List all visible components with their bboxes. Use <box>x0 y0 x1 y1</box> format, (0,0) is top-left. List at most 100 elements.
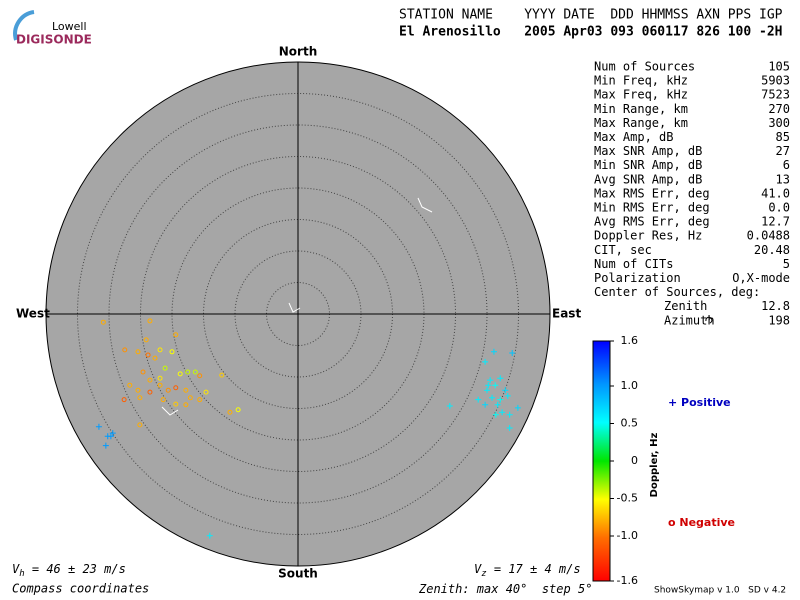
footer-zenith: Zenith: max 40° step 5° <box>418 582 592 596</box>
source-circle <box>135 349 141 355</box>
source-plus <box>206 532 213 539</box>
stat-value: 270 <box>768 102 790 116</box>
stat-label: Num of CITs <box>594 257 673 271</box>
source-circle <box>183 402 189 408</box>
source-circle <box>197 373 203 379</box>
stat-label: Polarization <box>594 271 681 285</box>
source-circle <box>147 318 153 324</box>
logo-top: Lowell <box>52 20 87 33</box>
source-plus <box>504 392 511 399</box>
stat-value: 20.48 <box>754 243 790 257</box>
source-circle <box>121 397 127 403</box>
source-plus <box>497 396 504 403</box>
stat-label: Azimuth <box>664 313 715 327</box>
source-circle <box>183 387 189 393</box>
compass-label: North <box>279 45 317 59</box>
header-line: STATION NAME YYYY DATE DDD HHMMSS AXN PP… <box>399 8 783 23</box>
stat-heading: Center of Sources, deg: <box>594 285 760 299</box>
colorbar-ticks: 1.6 1.0 0.5 0 -0.5 -1.0 -1.6 <box>610 334 638 587</box>
stat-label: Zenith <box>664 299 707 313</box>
stat-value: 0.0 <box>768 201 790 215</box>
stat-value: 13 <box>776 172 790 186</box>
azimuth-icon <box>705 316 713 324</box>
stat-value: 0.0488 <box>747 229 790 243</box>
source-plus <box>95 423 102 430</box>
stat-value: 5 <box>783 257 790 271</box>
source-plus <box>487 377 494 384</box>
source-plus <box>490 348 497 355</box>
compass-label: East <box>552 307 581 321</box>
stat-label: Max RMS Err, deg <box>594 186 710 200</box>
source-plus <box>506 411 513 418</box>
source-circle <box>219 372 225 378</box>
source-circle <box>157 382 163 388</box>
stat-value: O,X-mode <box>732 271 790 285</box>
stat-label: Min RMS Err, deg <box>594 201 710 215</box>
source-plus <box>502 387 509 394</box>
colorbar-tick-label: 1.0 <box>621 379 639 392</box>
colorbar-tick-label: 0 <box>631 454 638 467</box>
source-circle <box>177 371 183 377</box>
colorbar-tick-label: -1.0 <box>617 529 638 542</box>
source-circle <box>147 377 153 383</box>
stat-label: Min Freq, kHz <box>594 74 688 88</box>
stat-value: 6 <box>783 158 790 172</box>
source-plus <box>514 404 521 411</box>
stat-label: CIT, sec <box>594 243 652 257</box>
legend-negative: o Negative <box>668 516 735 529</box>
velocity-arrow <box>161 406 179 416</box>
source-plus <box>109 430 116 437</box>
source-circle <box>122 347 128 353</box>
source-plus <box>485 382 492 389</box>
source-plus <box>509 350 516 357</box>
source-circle <box>235 407 241 413</box>
velocity-arrow <box>288 302 301 313</box>
stat-value: 7523 <box>761 88 790 102</box>
source-circle <box>185 369 191 375</box>
logo-bottom: DIGISONDE <box>16 33 92 47</box>
source-plus <box>107 433 114 440</box>
source-plus <box>492 411 499 418</box>
source-circle <box>173 401 179 407</box>
source-circle <box>152 355 158 361</box>
header-line: El Arenosillo 2005 Apr03 093 060117 826 … <box>399 25 783 40</box>
source-circle <box>143 337 149 343</box>
velocity-arrow <box>417 197 433 213</box>
stat-value: 105 <box>768 60 790 74</box>
source-circle <box>227 409 233 415</box>
source-plus <box>446 402 453 409</box>
source-plus <box>494 401 501 408</box>
stats-table: Num of Sources 105 Min Freq, kHz 5903 Max Fr… <box>594 60 790 328</box>
colorbar-tick-label: -1.6 <box>617 574 638 587</box>
stat-label: Num of Sources <box>594 60 695 74</box>
sources <box>95 318 521 539</box>
source-circle <box>173 332 179 338</box>
source-plus <box>482 358 489 365</box>
vz-label: Vz = 17 ± 4 m/s <box>474 562 581 579</box>
source-circle <box>100 319 106 325</box>
source-circle <box>165 387 171 393</box>
source-circle <box>147 389 153 395</box>
stat-label: Min SNR Amp, dB <box>594 158 702 172</box>
source-plus <box>499 409 506 416</box>
source-plus <box>489 394 496 401</box>
stat-value: 300 <box>768 116 790 130</box>
source-circle <box>162 365 168 371</box>
source-circle <box>140 369 146 375</box>
source-circle <box>145 352 151 358</box>
stat-label: Min Range, km <box>594 102 688 116</box>
source-circle <box>157 347 163 353</box>
stat-label: Max Range, km <box>594 116 688 130</box>
legend-positive: + Positive <box>668 396 731 409</box>
source-circle <box>192 369 198 375</box>
source-circle <box>197 397 203 403</box>
stat-label: Avg RMS Err, deg <box>594 215 710 229</box>
stat-value: 27 <box>776 144 790 158</box>
stat-label: Max SNR Amp, dB <box>594 144 702 158</box>
stat-label: Avg SNR Amp, dB <box>594 172 702 186</box>
source-circle <box>203 389 209 395</box>
compass-label: West <box>16 307 50 321</box>
colorbar-tick-label: -0.5 <box>617 492 638 505</box>
colorbar-tick-label: 1.6 <box>621 334 639 347</box>
